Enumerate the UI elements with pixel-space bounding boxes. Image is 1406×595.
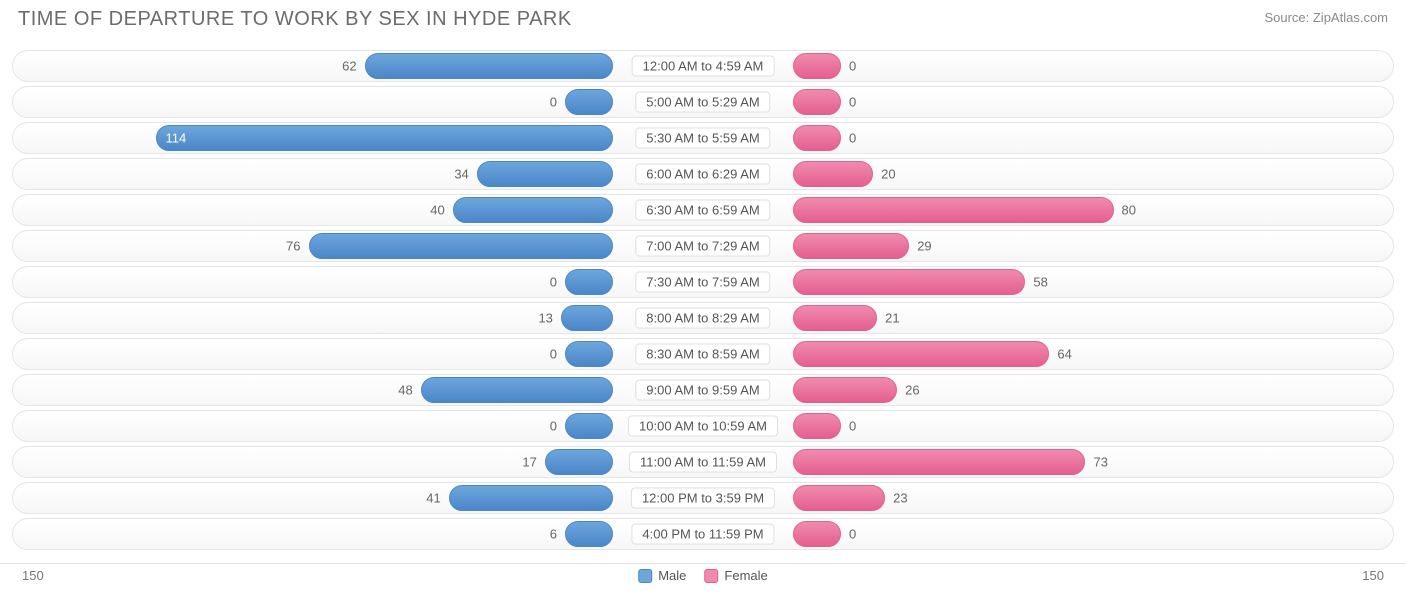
female-value: 0 xyxy=(849,59,856,74)
category-label: 8:00 AM to 8:29 AM xyxy=(635,308,770,329)
female-value: 0 xyxy=(849,419,856,434)
male-bar xyxy=(309,233,614,259)
male-value: 6 xyxy=(550,527,557,542)
female-bar xyxy=(793,341,1049,367)
female-value: 20 xyxy=(881,167,895,182)
table-row: 34 20 6:00 AM to 6:29 AM xyxy=(12,158,1394,190)
category-label: 11:00 AM to 11:59 AM xyxy=(629,452,777,473)
table-row: 0 64 8:30 AM to 8:59 AM xyxy=(12,338,1394,370)
female-value: 23 xyxy=(893,491,907,506)
category-label: 6:30 AM to 6:59 AM xyxy=(635,200,770,221)
chart-footer: 150 150 Male Female xyxy=(0,563,1406,589)
table-row: 41 23 12:00 PM to 3:59 PM xyxy=(12,482,1394,514)
male-value: 114 xyxy=(166,131,187,146)
female-value: 64 xyxy=(1057,347,1071,362)
chart-title: TIME OF DEPARTURE TO WORK BY SEX IN HYDE… xyxy=(18,8,572,31)
male-bar xyxy=(156,125,613,151)
male-bar xyxy=(565,341,613,367)
table-row: 6 0 4:00 PM to 11:59 PM xyxy=(12,518,1394,550)
female-value: 0 xyxy=(849,95,856,110)
male-bar xyxy=(365,53,613,79)
category-label: 6:00 AM to 6:29 AM xyxy=(635,164,770,185)
male-value: 0 xyxy=(550,419,557,434)
female-value: 73 xyxy=(1093,455,1107,470)
male-value: 34 xyxy=(454,167,468,182)
female-bar xyxy=(793,413,841,439)
male-value: 0 xyxy=(550,95,557,110)
legend-item-male: Male xyxy=(638,568,686,583)
male-bar xyxy=(421,377,613,403)
table-row: 0 0 5:00 AM to 5:29 AM xyxy=(12,86,1394,118)
legend-label-female: Female xyxy=(724,568,767,583)
female-bar xyxy=(793,269,1025,295)
table-row: 48 26 9:00 AM to 9:59 AM xyxy=(12,374,1394,406)
male-bar xyxy=(561,305,613,331)
table-row: 76 29 7:00 AM to 7:29 AM xyxy=(12,230,1394,262)
male-bar xyxy=(545,449,613,475)
female-value: 29 xyxy=(917,239,931,254)
table-row: 40 80 6:30 AM to 6:59 AM xyxy=(12,194,1394,226)
table-row: 0 58 7:30 AM to 7:59 AM xyxy=(12,266,1394,298)
female-value: 21 xyxy=(885,311,899,326)
male-value: 76 xyxy=(286,239,300,254)
male-value: 13 xyxy=(538,311,552,326)
category-label: 12:00 AM to 4:59 AM xyxy=(632,56,775,77)
legend-label-male: Male xyxy=(658,568,686,583)
table-row: 62 0 12:00 AM to 4:59 AM xyxy=(12,50,1394,82)
female-value: 58 xyxy=(1033,275,1047,290)
table-row: 114 0 5:30 AM to 5:59 AM xyxy=(12,122,1394,154)
female-value: 80 xyxy=(1122,203,1136,218)
category-label: 5:30 AM to 5:59 AM xyxy=(635,128,770,149)
female-value: 0 xyxy=(849,527,856,542)
category-label: 5:00 AM to 5:29 AM xyxy=(635,92,770,113)
male-bar xyxy=(449,485,613,511)
category-label: 12:00 PM to 3:59 PM xyxy=(631,488,775,509)
male-value: 62 xyxy=(342,59,356,74)
male-bar xyxy=(565,521,613,547)
female-bar xyxy=(793,485,885,511)
axis-max-left: 150 xyxy=(22,568,44,583)
male-value: 41 xyxy=(426,491,440,506)
female-swatch-icon xyxy=(704,569,718,583)
male-value: 48 xyxy=(398,383,412,398)
table-row: 0 0 10:00 AM to 10:59 AM xyxy=(12,410,1394,442)
category-label: 7:30 AM to 7:59 AM xyxy=(635,272,770,293)
female-bar xyxy=(793,161,873,187)
female-bar xyxy=(793,53,841,79)
male-bar xyxy=(477,161,613,187)
female-bar xyxy=(793,521,841,547)
male-value: 17 xyxy=(522,455,536,470)
female-bar xyxy=(793,449,1085,475)
category-label: 7:00 AM to 7:29 AM xyxy=(635,236,770,257)
table-row: 13 21 8:00 AM to 8:29 AM xyxy=(12,302,1394,334)
table-row: 17 73 11:00 AM to 11:59 AM xyxy=(12,446,1394,478)
female-bar xyxy=(793,305,877,331)
male-value: 0 xyxy=(550,275,557,290)
male-bar xyxy=(565,89,613,115)
female-bar xyxy=(793,197,1114,223)
male-value: 0 xyxy=(550,347,557,362)
category-label: 10:00 AM to 10:59 AM xyxy=(628,416,778,437)
female-bar xyxy=(793,233,909,259)
female-bar xyxy=(793,125,841,151)
male-swatch-icon xyxy=(638,569,652,583)
female-bar xyxy=(793,377,897,403)
diverging-bar-chart: 62012:00 AM to 4:59 AM005:00 AM to 5:29 … xyxy=(12,50,1394,557)
legend: Male Female xyxy=(638,568,768,583)
male-bar xyxy=(565,269,613,295)
category-label: 9:00 AM to 9:59 AM xyxy=(635,380,770,401)
female-bar xyxy=(793,89,841,115)
male-value: 40 xyxy=(430,203,444,218)
female-value: 0 xyxy=(849,131,856,146)
male-bar xyxy=(453,197,613,223)
female-value: 26 xyxy=(905,383,919,398)
male-bar xyxy=(565,413,613,439)
category-label: 8:30 AM to 8:59 AM xyxy=(635,344,770,365)
chart-source: Source: ZipAtlas.com xyxy=(1264,10,1388,25)
axis-max-right: 150 xyxy=(1362,568,1384,583)
category-label: 4:00 PM to 11:59 PM xyxy=(631,524,774,545)
legend-item-female: Female xyxy=(704,568,767,583)
